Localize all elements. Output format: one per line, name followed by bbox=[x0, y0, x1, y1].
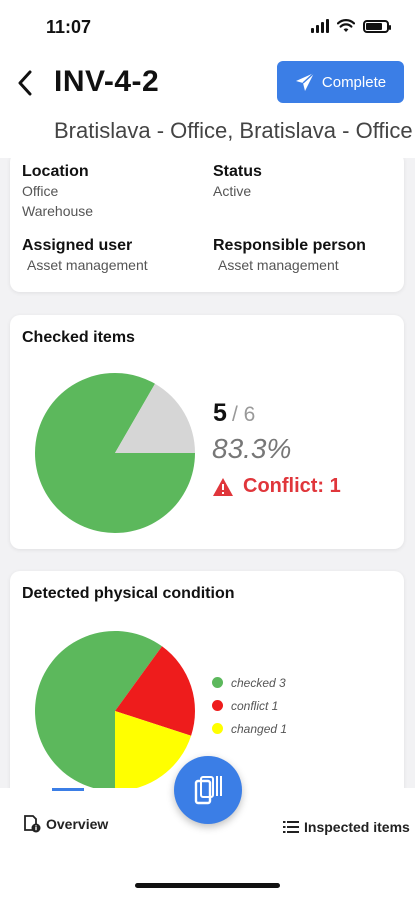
status-field: Status Active bbox=[213, 163, 262, 201]
assigned-user-field: Assigned user Asset management bbox=[22, 237, 148, 275]
checked-items-pie-slice bbox=[115, 383, 195, 453]
conflict-label: Conflict: 1 bbox=[243, 475, 341, 497]
chevron-left-icon bbox=[18, 70, 32, 96]
checked-items-card: Checked items 5 / 6 83.3% Conflict: 1 bbox=[10, 315, 404, 549]
tab-overview[interactable]: Overview bbox=[23, 815, 108, 833]
header: INV-4-2 Complete Bratislava - Office, Br… bbox=[0, 50, 415, 158]
physical-condition-card: Detected physical condition checked 3 co… bbox=[10, 571, 404, 788]
info-card: Location Office Warehouse Status Active … bbox=[10, 158, 404, 292]
location-field: Location Office Warehouse bbox=[22, 163, 93, 221]
complete-label: Complete bbox=[321, 73, 387, 91]
page-title: INV-4-2 bbox=[54, 65, 160, 98]
physical-condition-pie-slice bbox=[115, 646, 195, 736]
physical-condition-title: Detected physical condition bbox=[22, 585, 235, 602]
tab-overview-label: Overview bbox=[46, 816, 109, 832]
back-button[interactable] bbox=[10, 66, 40, 100]
location-value: Office bbox=[22, 183, 59, 199]
assigned-user-label: Assigned user bbox=[22, 237, 133, 254]
physical-condition-pie bbox=[35, 631, 195, 788]
page-subtitle: Bratislava - Office, Bratislava - Office bbox=[54, 118, 413, 143]
responsible-person-value: Asset management bbox=[218, 257, 339, 273]
physical-condition-pie-slice bbox=[35, 631, 163, 788]
responsible-person-label: Responsible person bbox=[213, 237, 366, 254]
wifi-icon bbox=[337, 19, 355, 32]
home-indicator bbox=[135, 883, 280, 888]
checked-items-title: Checked items bbox=[22, 329, 135, 346]
checked-total: / 6 bbox=[232, 403, 256, 426]
list-icon bbox=[283, 821, 299, 833]
legend-dot bbox=[212, 723, 223, 734]
location-value: Warehouse bbox=[22, 203, 94, 219]
status-label: Status bbox=[213, 163, 262, 180]
legend-item: conflict 1 bbox=[212, 694, 287, 717]
checked-percent: 83.3% bbox=[212, 433, 292, 464]
legend-dot bbox=[212, 700, 223, 711]
legend-item: changed 1 bbox=[212, 717, 287, 740]
battery-icon bbox=[363, 19, 391, 33]
legend-label: checked 3 bbox=[231, 675, 286, 690]
status-time: 11:07 bbox=[46, 17, 92, 37]
tab-inspected-items-label: Inspected items bbox=[304, 819, 410, 835]
status-icons bbox=[311, 19, 391, 33]
legend-dot bbox=[212, 677, 223, 688]
physical-condition-legend: checked 3 conflict 1 changed 1 bbox=[212, 671, 287, 740]
conflict-indicator[interactable]: Conflict: 1 bbox=[212, 475, 341, 498]
scan-button[interactable] bbox=[174, 756, 242, 824]
scanner-icon bbox=[194, 776, 222, 805]
paper-plane-icon bbox=[295, 72, 315, 91]
assigned-user-value: Asset management bbox=[27, 257, 148, 273]
bottom-nav: Overview Inspected items bbox=[0, 788, 415, 898]
status-value: Active bbox=[213, 183, 252, 199]
physical-condition-pie-slice bbox=[115, 711, 192, 788]
complete-button[interactable]: Complete bbox=[277, 61, 404, 103]
legend-item: checked 3 bbox=[212, 671, 287, 694]
checked-items-pie bbox=[35, 373, 196, 533]
location-label: Location bbox=[22, 163, 89, 180]
signal-icon bbox=[311, 19, 329, 33]
legend-label: changed 1 bbox=[231, 721, 288, 736]
warning-icon bbox=[213, 477, 233, 496]
tab-inspected-items[interactable]: Inspected items bbox=[283, 819, 410, 835]
checked-count: 5 bbox=[213, 399, 227, 427]
status-bar: 11:07 bbox=[0, 0, 415, 50]
responsible-person-field: Responsible person Asset management bbox=[213, 237, 366, 275]
content-scroll[interactable]: Location Office Warehouse Status Active … bbox=[0, 158, 415, 788]
legend-label: conflict 1 bbox=[231, 698, 279, 713]
document-info-icon bbox=[24, 815, 41, 833]
active-tab-indicator bbox=[52, 788, 84, 791]
